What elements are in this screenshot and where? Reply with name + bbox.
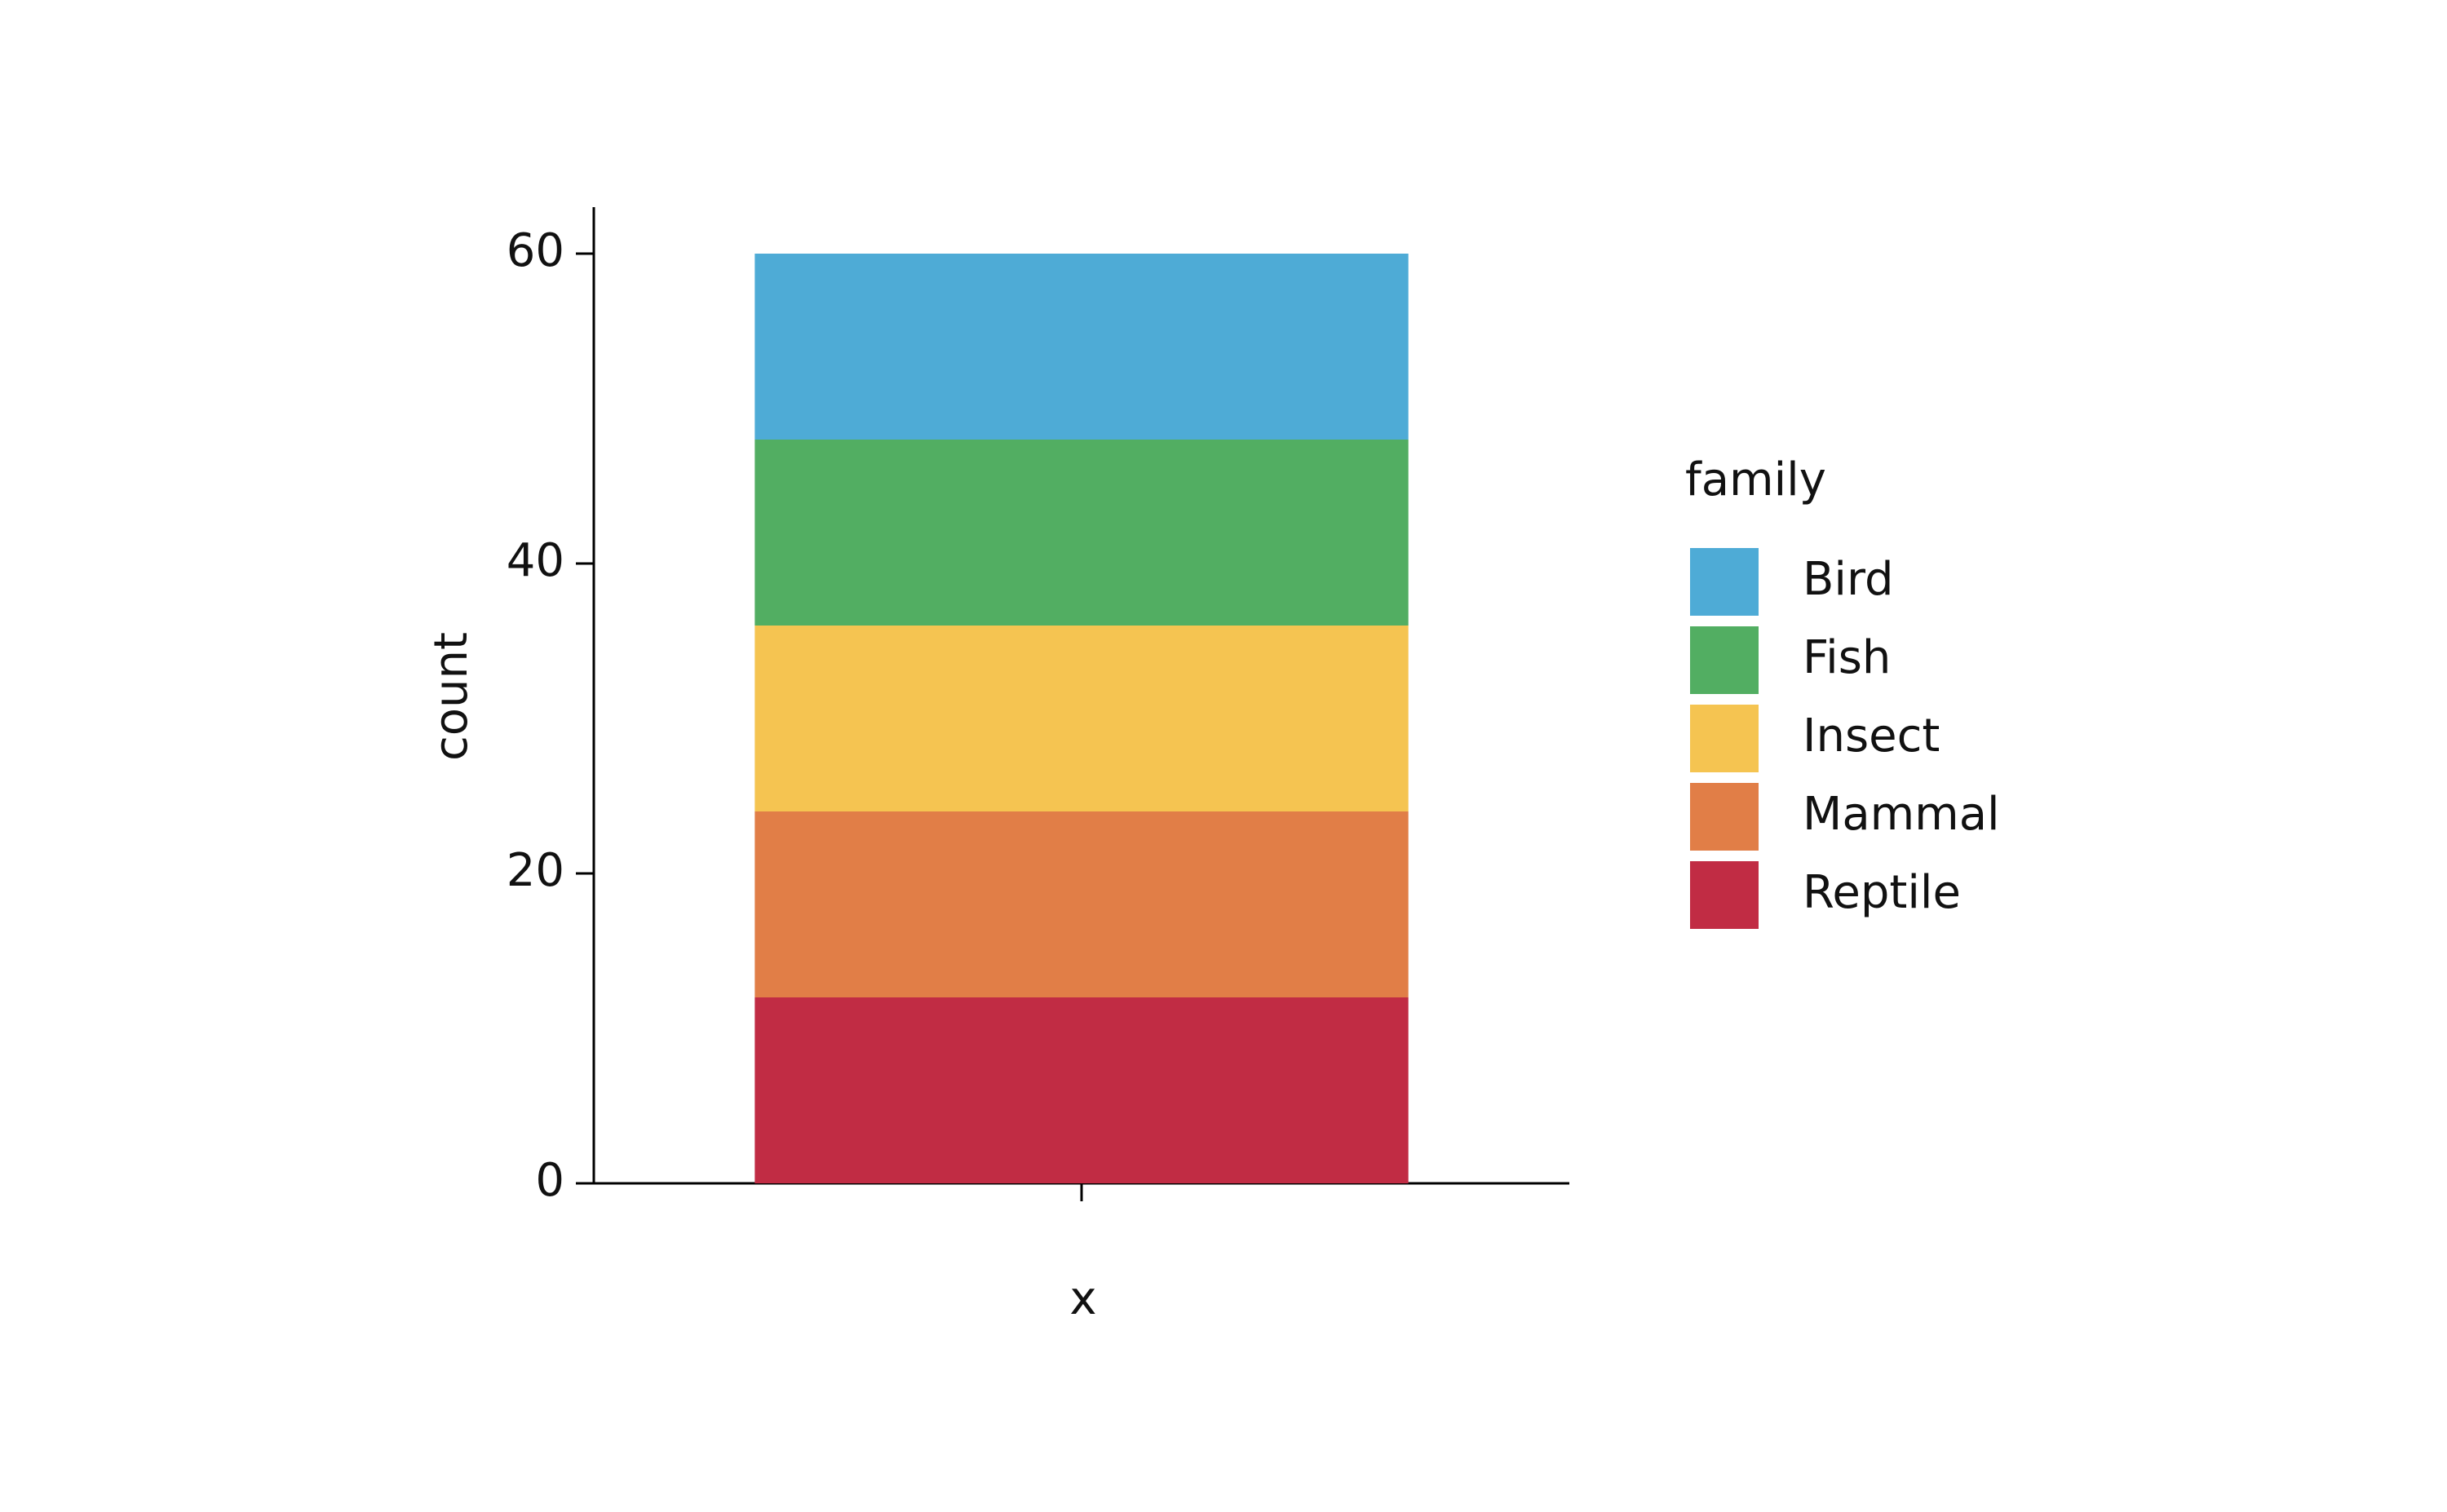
legend-swatch <box>1690 626 1759 694</box>
legend-title: family <box>1685 453 1826 506</box>
y-tick-label: 0 <box>535 1154 564 1207</box>
legend-label: Reptile <box>1803 866 1961 919</box>
bar-segment <box>754 254 1409 440</box>
bar-segment <box>754 811 1409 997</box>
y-tick-label: 20 <box>507 844 564 897</box>
x-axis-label: x <box>1069 1272 1096 1325</box>
y-axis-label: count <box>425 632 478 761</box>
legend-label: Mammal <box>1803 788 2000 841</box>
legend-label: Insect <box>1803 710 1940 763</box>
y-tick-label: 60 <box>507 224 564 277</box>
legend-swatch <box>1690 548 1759 616</box>
y-tick-label: 40 <box>507 534 564 587</box>
bar-segment <box>754 626 1409 811</box>
legend-label: Bird <box>1803 553 1894 606</box>
bar-segment <box>754 997 1409 1183</box>
legend-swatch <box>1690 705 1759 772</box>
legend-label: Fish <box>1803 631 1891 684</box>
legend-swatch <box>1690 783 1759 851</box>
legend-swatch <box>1690 861 1759 929</box>
bar-segment <box>754 440 1409 626</box>
